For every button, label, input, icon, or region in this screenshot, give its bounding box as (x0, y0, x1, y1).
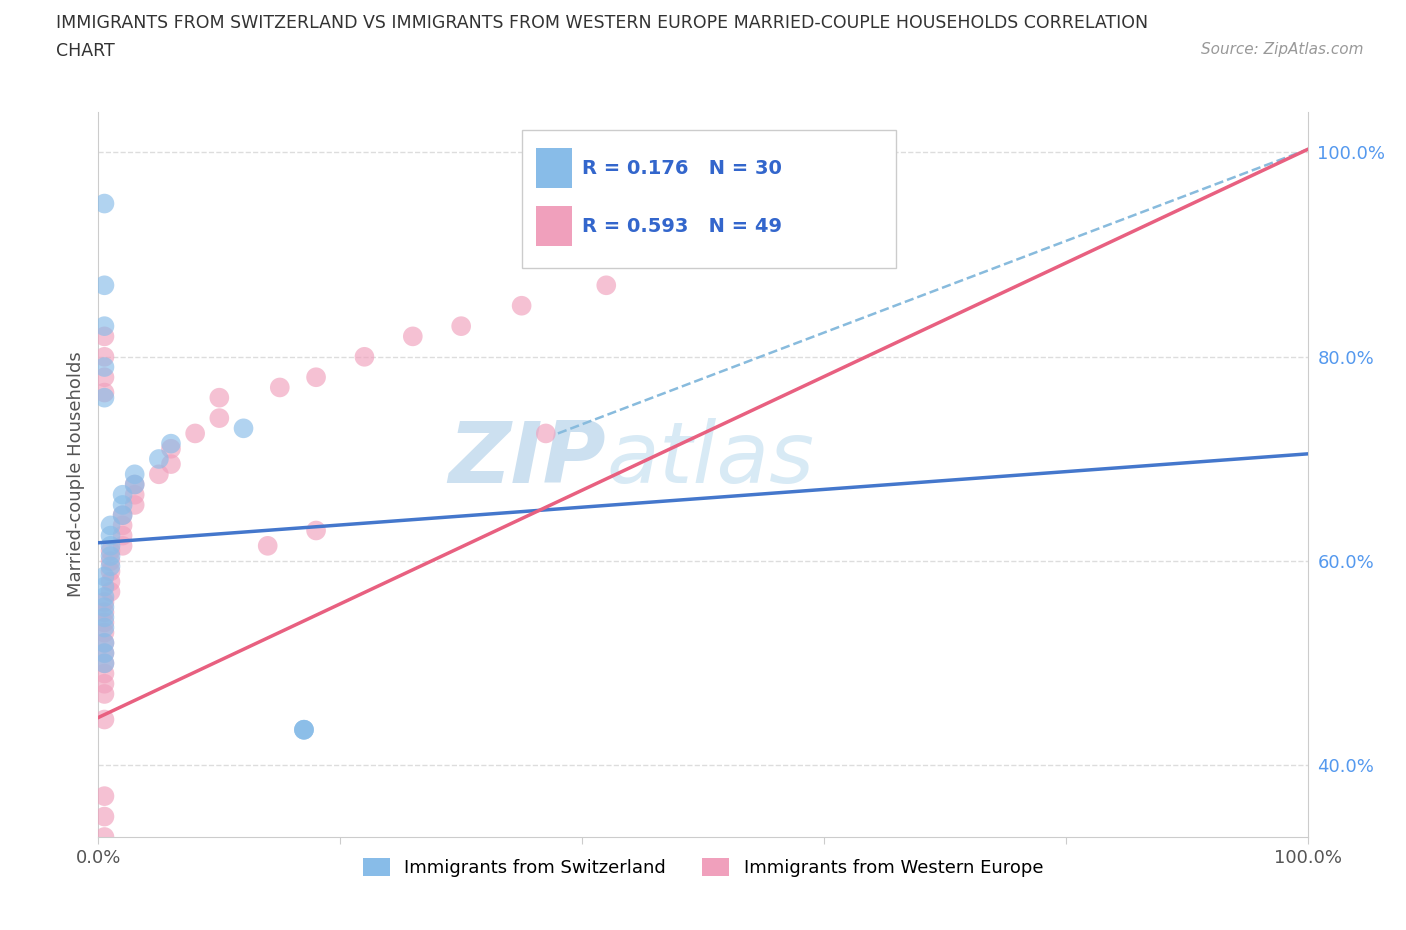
Point (100, 538, 122, 553)
Point (93, 385, 115, 400)
Point (184, 426, 207, 441)
Point (93, 789, 115, 804)
Point (93, 278, 115, 293)
Text: Source: ZipAtlas.com: Source: ZipAtlas.com (1201, 42, 1364, 57)
Point (93, 656, 115, 671)
Point (305, 370, 328, 385)
Point (100, 564, 122, 578)
Point (93, 666, 115, 681)
Point (100, 559, 122, 574)
Point (93, 656, 115, 671)
Point (93, 645, 115, 660)
Point (124, 477, 146, 492)
Point (93, 635, 115, 650)
Text: R = 0.176   N = 30: R = 0.176 N = 30 (582, 159, 782, 178)
Point (124, 467, 146, 482)
Point (111, 487, 134, 502)
Point (93, 610, 115, 625)
Point (111, 498, 134, 512)
Point (100, 553, 122, 568)
Point (93, 594, 115, 609)
Point (160, 442, 183, 457)
Point (93, 370, 115, 385)
Point (111, 538, 134, 553)
Y-axis label: Married-couple Households: Married-couple Households (66, 352, 84, 597)
Point (160, 457, 183, 472)
Point (93, 360, 115, 375)
Point (93, 809, 115, 824)
Point (93, 676, 115, 691)
Point (256, 538, 278, 553)
Point (93, 391, 115, 405)
Point (100, 528, 122, 543)
Point (100, 549, 122, 564)
Point (93, 590, 115, 604)
Point (100, 584, 122, 599)
Point (510, 299, 533, 313)
Point (93, 329, 115, 344)
Point (93, 350, 115, 365)
Point (93, 196, 115, 211)
Point (292, 723, 315, 737)
Point (124, 498, 146, 512)
Text: CHART: CHART (56, 42, 115, 60)
Point (450, 319, 472, 334)
Point (93, 615, 115, 630)
Point (292, 723, 315, 737)
Point (93, 635, 115, 650)
Point (124, 487, 146, 502)
Point (100, 543, 122, 558)
Text: R = 0.593   N = 49: R = 0.593 N = 49 (582, 217, 782, 235)
Point (93, 712, 115, 727)
Point (534, 426, 557, 441)
Point (93, 830, 115, 844)
Point (93, 600, 115, 615)
Point (100, 518, 122, 533)
Point (402, 329, 425, 344)
Point (93, 569, 115, 584)
Point (93, 686, 115, 701)
FancyBboxPatch shape (536, 206, 572, 246)
Point (93, 604, 115, 619)
Point (692, 247, 714, 262)
Point (93, 319, 115, 334)
Point (305, 523, 328, 538)
Point (111, 528, 134, 543)
Point (813, 196, 835, 211)
Point (93, 620, 115, 635)
Point (208, 391, 231, 405)
Point (160, 436, 183, 451)
Point (93, 645, 115, 660)
Point (100, 574, 122, 589)
Point (595, 278, 617, 293)
Point (111, 518, 134, 533)
Point (111, 508, 134, 523)
Text: ZIP: ZIP (449, 418, 606, 501)
Point (232, 421, 254, 436)
Text: IMMIGRANTS FROM SWITZERLAND VS IMMIGRANTS FROM WESTERN EUROPE MARRIED-COUPLE HOU: IMMIGRANTS FROM SWITZERLAND VS IMMIGRANT… (56, 14, 1149, 32)
Point (353, 350, 375, 365)
Point (269, 380, 291, 395)
Point (292, 723, 315, 737)
Point (111, 508, 134, 523)
Text: atlas: atlas (606, 418, 814, 501)
Point (148, 452, 170, 467)
Point (93, 625, 115, 640)
Point (148, 467, 170, 482)
Point (124, 477, 146, 492)
FancyBboxPatch shape (522, 130, 897, 268)
FancyBboxPatch shape (536, 148, 572, 188)
Point (93, 579, 115, 594)
Legend: Immigrants from Switzerland, Immigrants from Western Europe: Immigrants from Switzerland, Immigrants … (354, 848, 1052, 886)
Point (208, 411, 231, 426)
